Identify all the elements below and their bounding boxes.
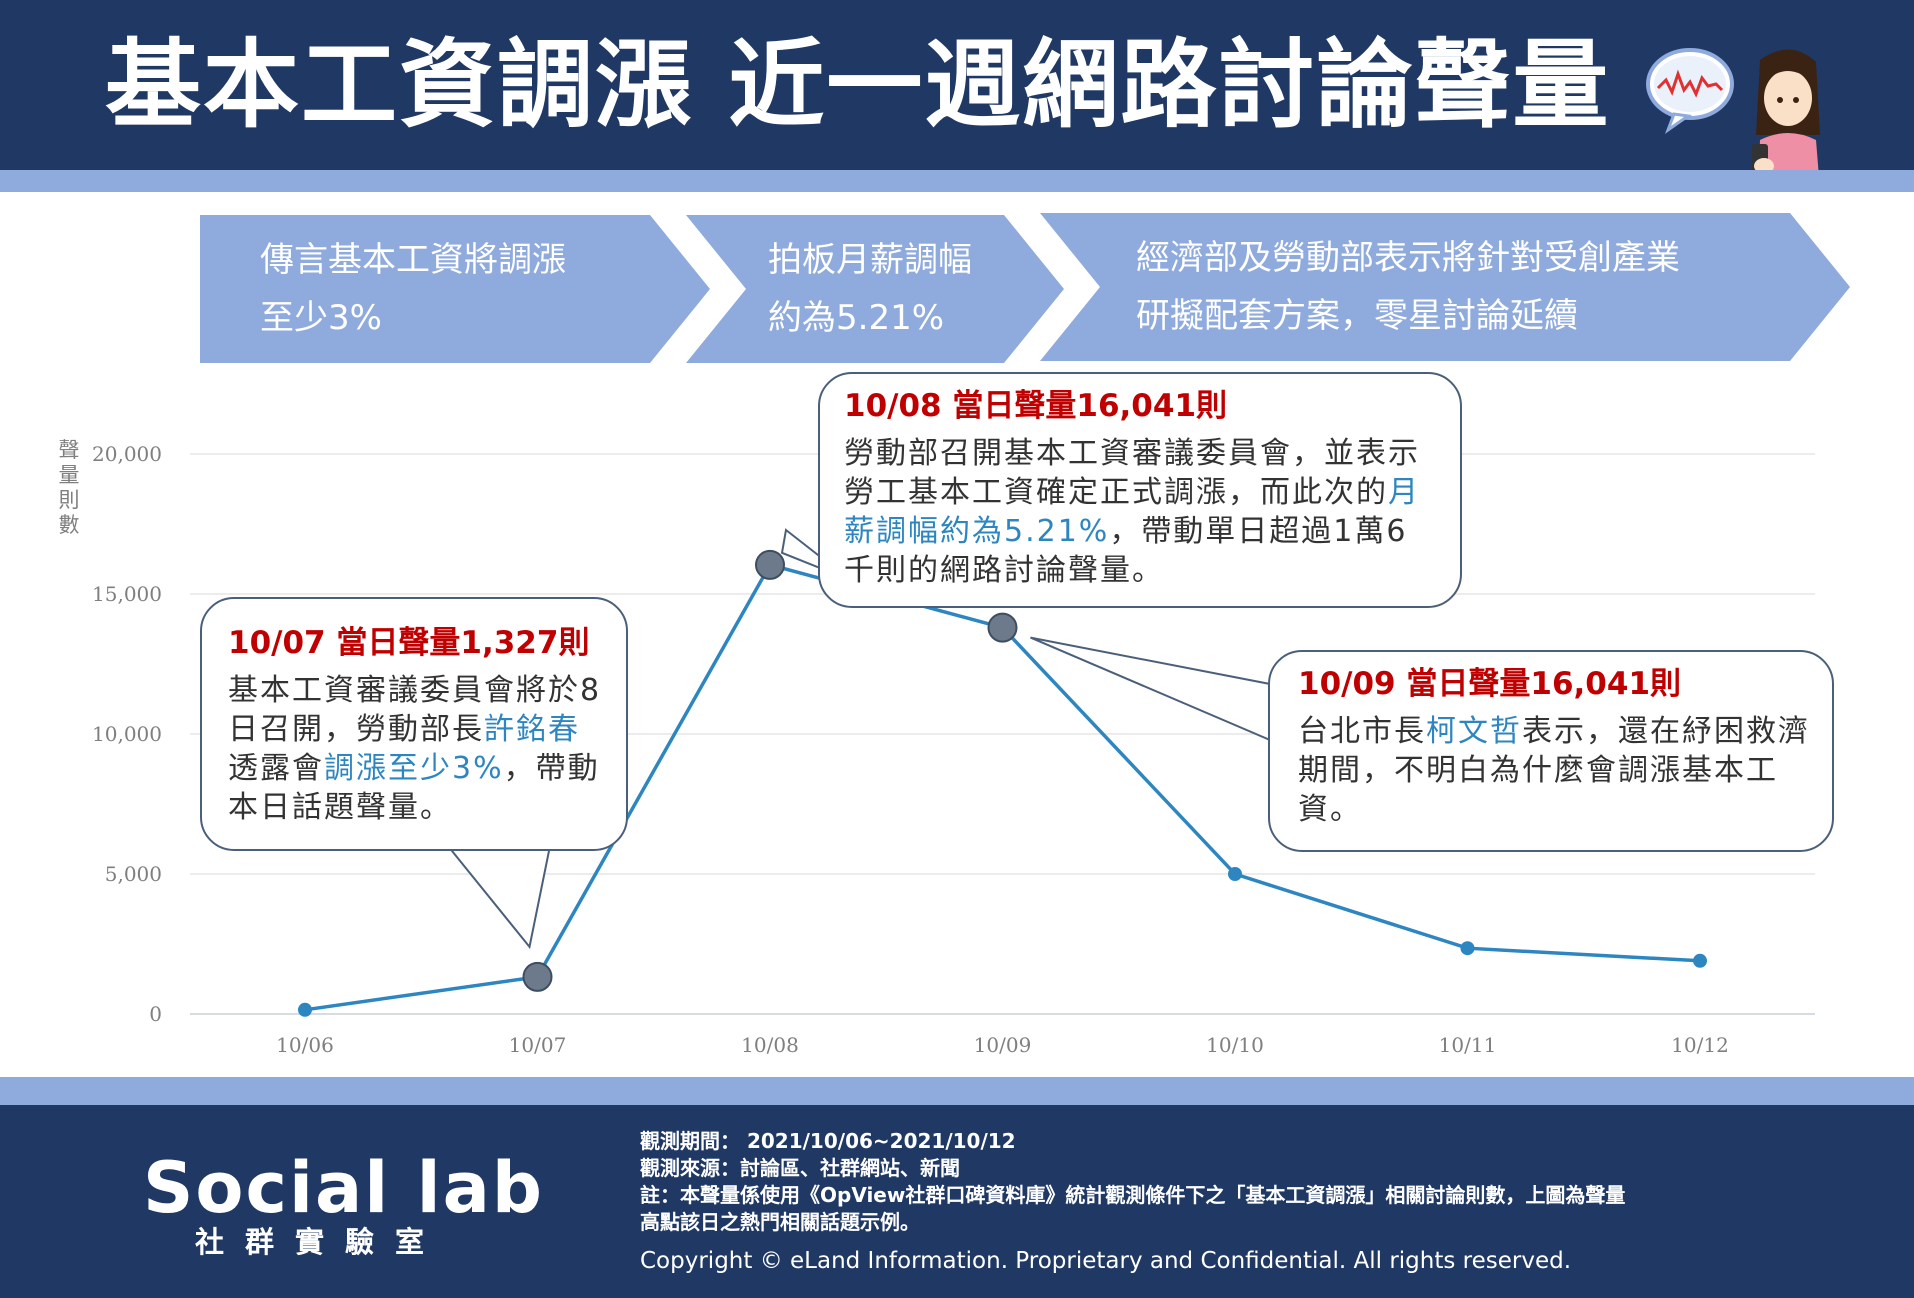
y-axis-label: 聲量則數 [58, 438, 80, 537]
timeline-step-3: 經濟部及勞動部表示將針對受創產業 研擬配套方案，零星討論延續 [1040, 213, 1850, 361]
data-point [1228, 867, 1242, 881]
callout-1009: 10/09 當日聲量16,041則 台北市長柯文哲表示，還在紓困救濟期間，不明白… [1268, 650, 1834, 852]
callout-1007-pointer [445, 845, 552, 950]
y-tick-label: 0 [149, 1002, 162, 1026]
x-tick-label: 10/06 [276, 1033, 334, 1057]
callout-1009-title: 10/09 當日聲量16,041則 [1298, 666, 1682, 702]
callout-1009-body: 台北市長柯文哲表示，還在紓困救濟期間，不明白為什麼會調漲基本工資。 [1298, 714, 1810, 827]
bottom-stripe [0, 1077, 1914, 1105]
x-tick-label: 10/09 [974, 1033, 1032, 1057]
callout-1008-body: 勞動部召開基本工資審議委員會，並表示勞工基本工資確定正式調漲，而此次的月薪調幅約… [844, 436, 1420, 588]
observation-period: 觀測期間： 2021/10/06~2021/10/12 [640, 1129, 1016, 1153]
timeline-step-2-line1: 拍板月薪調幅 [768, 240, 972, 280]
logo-wordmark: Social lab [143, 1147, 544, 1229]
copyright-text: Copyright © eLand Information. Proprieta… [640, 1248, 1572, 1274]
x-tick-label: 10/11 [1439, 1033, 1497, 1057]
top-stripe [0, 170, 1914, 192]
callout-1009-pointer [1030, 636, 1271, 742]
callout-1008: 10/08 當日聲量16,041則 勞動部召開基本工資審議委員會，並表示勞工基本… [818, 372, 1462, 608]
callout-1008-title: 10/08 當日聲量16,041則 [844, 388, 1228, 424]
page-title: 基本工資調漲 近一週網路討論聲量 [105, 29, 1611, 141]
header-banner [0, 0, 1914, 170]
data-point [755, 549, 785, 580]
x-tick-label: 10/12 [1671, 1033, 1729, 1057]
callout-1007: 10/07 當日聲量1,327則 基本工資審議委員會將於8日召開，勞動部長許銘春… [200, 597, 628, 851]
observation-source: 觀測來源：討論區、社群網站、新聞 [640, 1156, 960, 1180]
callout-1007-title: 10/07 當日聲量1,327則 [228, 625, 590, 661]
note-line-2: 高點該日之熱門相關話題示例。 [640, 1210, 920, 1234]
timeline-step-3-line1: 經濟部及勞動部表示將針對受創產業 [1136, 238, 1680, 278]
timeline-step-3-line2: 研擬配套方案，零星討論延續 [1136, 296, 1578, 336]
data-point [522, 961, 553, 992]
data-point [298, 1002, 312, 1017]
footer-bar [0, 1105, 1914, 1298]
y-tick-label: 15,000 [92, 582, 162, 606]
callout-1007-body: 基本工資審議委員會將於8日召開，勞動部長許銘春 透露會調漲至少3%，帶動本日話題聲… [228, 673, 602, 825]
timeline-step-1: 傳言基本工資將調漲 至少3% [200, 215, 710, 363]
timeline-step-1-line1: 傳言基本工資將調漲 [260, 240, 566, 280]
data-point [987, 612, 1018, 643]
timeline-step-2: 拍板月薪調幅 約為5.21% [686, 215, 1064, 363]
x-tick-label: 10/10 [1206, 1033, 1264, 1057]
timeline-step-1-line2: 至少3% [260, 298, 382, 338]
y-tick-label: 10,000 [92, 722, 162, 746]
timeline-step-2-line2: 約為5.21% [768, 298, 945, 338]
data-point [1460, 941, 1475, 956]
sociallab-logo: Social lab 社群實驗室 [143, 1152, 544, 1260]
y-tick-label: 20,000 [92, 442, 162, 466]
logo-subtitle: 社群實驗室 [195, 1225, 446, 1259]
x-tick-label: 10/08 [741, 1033, 799, 1057]
footer-notes: 觀測期間： 2021/10/06~2021/10/12 觀測來源：討論區、社群網… [640, 1128, 1625, 1236]
data-point [1693, 953, 1707, 968]
y-tick-label: 5,000 [105, 862, 162, 886]
x-tick-label: 10/07 [509, 1033, 567, 1057]
note-line-1: 註：本聲量係使用《OpView社群口碑資料庫》統計觀測條件下之「基本工資調漲」相… [640, 1183, 1626, 1207]
